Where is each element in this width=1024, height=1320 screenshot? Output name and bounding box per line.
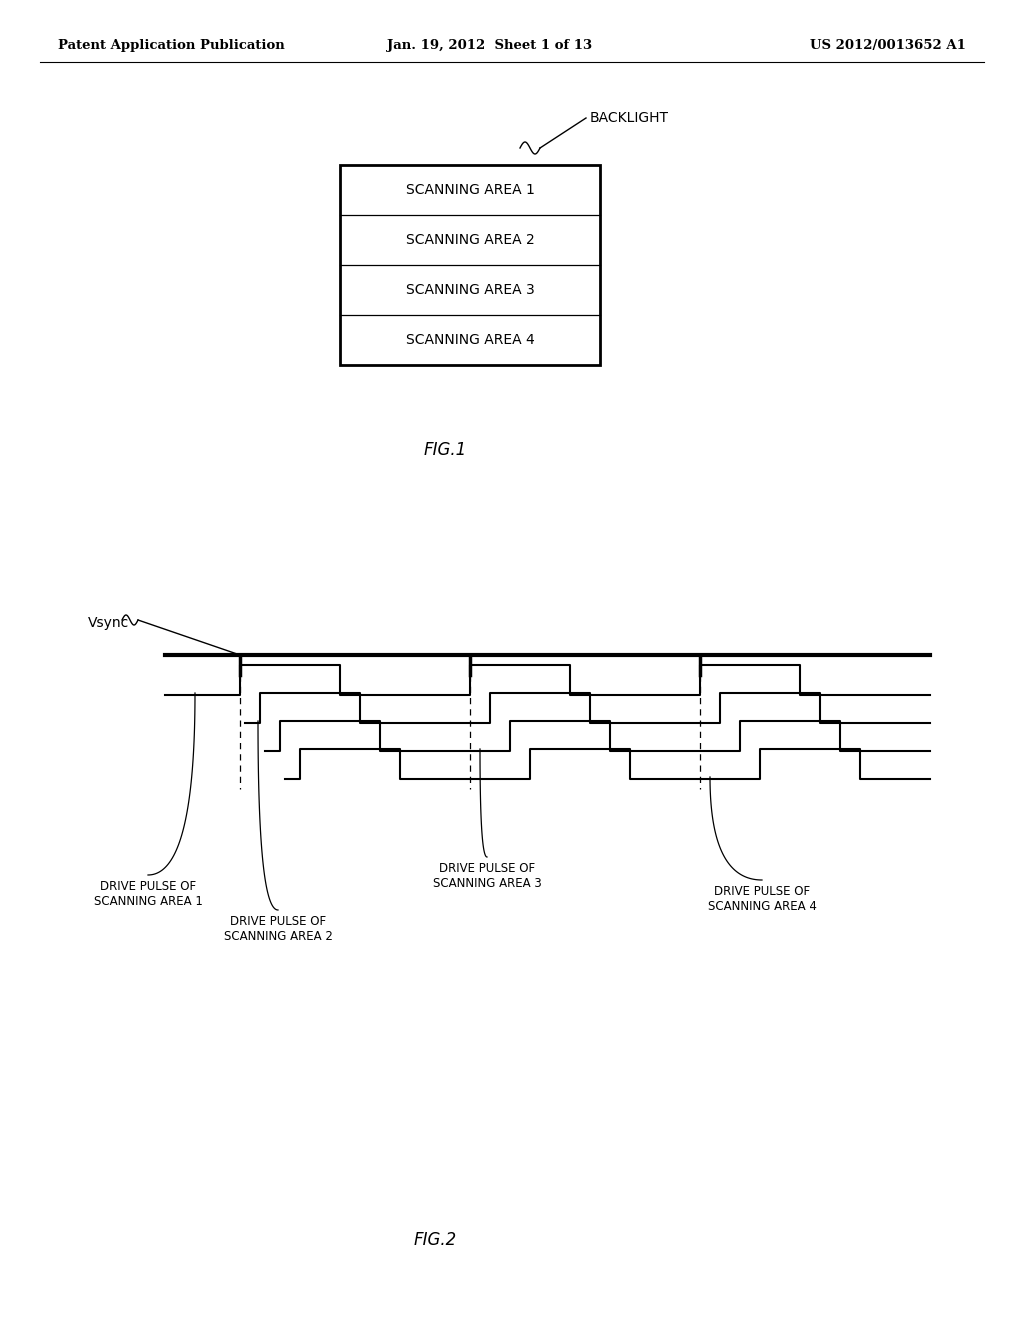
Text: DRIVE PULSE OF
SCANNING AREA 4: DRIVE PULSE OF SCANNING AREA 4 (708, 884, 816, 913)
Text: DRIVE PULSE OF
SCANNING AREA 1: DRIVE PULSE OF SCANNING AREA 1 (93, 880, 203, 908)
Text: DRIVE PULSE OF
SCANNING AREA 2: DRIVE PULSE OF SCANNING AREA 2 (223, 915, 333, 942)
Text: SCANNING AREA 3: SCANNING AREA 3 (406, 282, 535, 297)
Text: Vsync: Vsync (88, 616, 129, 630)
Text: SCANNING AREA 2: SCANNING AREA 2 (406, 234, 535, 247)
Text: Patent Application Publication: Patent Application Publication (58, 40, 285, 53)
Text: SCANNING AREA 1: SCANNING AREA 1 (406, 183, 535, 197)
Text: DRIVE PULSE OF
SCANNING AREA 3: DRIVE PULSE OF SCANNING AREA 3 (432, 862, 542, 890)
Text: Jan. 19, 2012  Sheet 1 of 13: Jan. 19, 2012 Sheet 1 of 13 (387, 40, 593, 53)
Text: FIG.1: FIG.1 (423, 441, 467, 459)
Bar (340, 165, 600, 366)
Text: BACKLIGHT: BACKLIGHT (590, 111, 669, 125)
Text: FIG.2: FIG.2 (414, 1232, 457, 1249)
Text: SCANNING AREA 4: SCANNING AREA 4 (406, 333, 535, 347)
Text: US 2012/0013652 A1: US 2012/0013652 A1 (810, 40, 966, 53)
